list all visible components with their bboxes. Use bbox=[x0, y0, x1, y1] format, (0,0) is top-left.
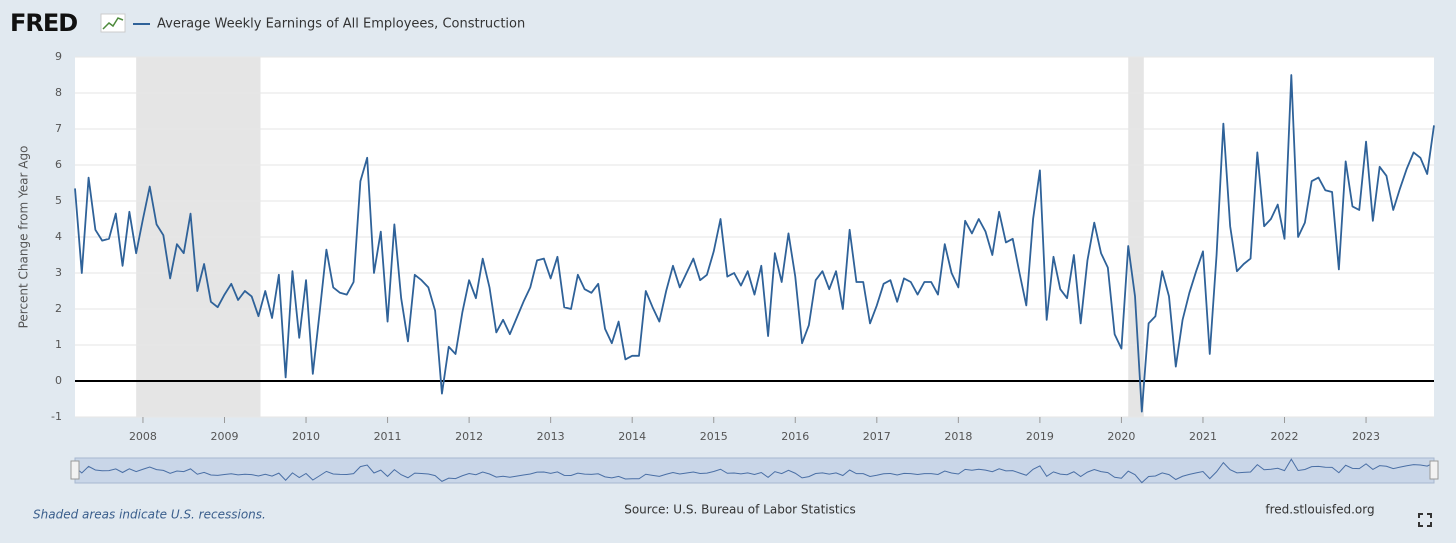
y-tick-label: 6 bbox=[55, 158, 62, 171]
x-tick-label: 2018 bbox=[944, 430, 972, 443]
y-tick-label: 2 bbox=[55, 302, 62, 315]
x-tick-label: 2015 bbox=[700, 430, 728, 443]
x-tick-label: 2009 bbox=[210, 430, 238, 443]
y-tick-label: 4 bbox=[55, 230, 62, 243]
y-tick-label: 1 bbox=[55, 338, 62, 351]
navigator-track bbox=[74, 457, 1435, 484]
x-tick-label: 2023 bbox=[1352, 430, 1380, 443]
x-tick-label: 2013 bbox=[537, 430, 565, 443]
fullscreen-icon[interactable] bbox=[1418, 513, 1432, 527]
data-line bbox=[74, 74, 1435, 413]
x-tick-label: 2010 bbox=[292, 430, 320, 443]
y-tick-label: 3 bbox=[55, 266, 62, 279]
source: Source: U.S. Bureau of Labor Statistics bbox=[624, 503, 856, 517]
x-tick-label: 2011 bbox=[374, 430, 402, 443]
navigator-handle[interactable] bbox=[1429, 460, 1439, 480]
x-tick-label: 2008 bbox=[129, 430, 157, 443]
x-tick-label: 2016 bbox=[781, 430, 809, 443]
logo-icon bbox=[100, 13, 126, 33]
y-tick-label: 8 bbox=[55, 86, 62, 99]
recession-note: Shaded areas indicate U.S. recessions. bbox=[33, 508, 266, 522]
x-tick-label: 2019 bbox=[1026, 430, 1054, 443]
y-tick-label: 9 bbox=[55, 50, 62, 63]
x-tick-label: 2014 bbox=[618, 430, 646, 443]
logo: FRED bbox=[10, 9, 77, 37]
legend-label: Average Weekly Earnings of All Employees… bbox=[157, 17, 525, 32]
y-tick-label: 0 bbox=[55, 374, 62, 387]
y-tick-label: -1 bbox=[51, 410, 62, 423]
navigator-line bbox=[74, 458, 1435, 484]
y-tick-label: 5 bbox=[55, 194, 62, 207]
x-tick-label: 2017 bbox=[863, 430, 891, 443]
site-link: fred.stlouisfed.org bbox=[1265, 503, 1374, 517]
navigator-handle[interactable] bbox=[70, 460, 80, 480]
y-tick-label: 7 bbox=[55, 122, 62, 135]
x-tick-label: 2021 bbox=[1189, 430, 1217, 443]
x-tick-label: 2022 bbox=[1271, 430, 1299, 443]
x-tick-label: 2012 bbox=[455, 430, 483, 443]
x-tick-label: 2020 bbox=[1107, 430, 1135, 443]
y-axis-label: Percent Change from Year Ago bbox=[17, 146, 31, 329]
